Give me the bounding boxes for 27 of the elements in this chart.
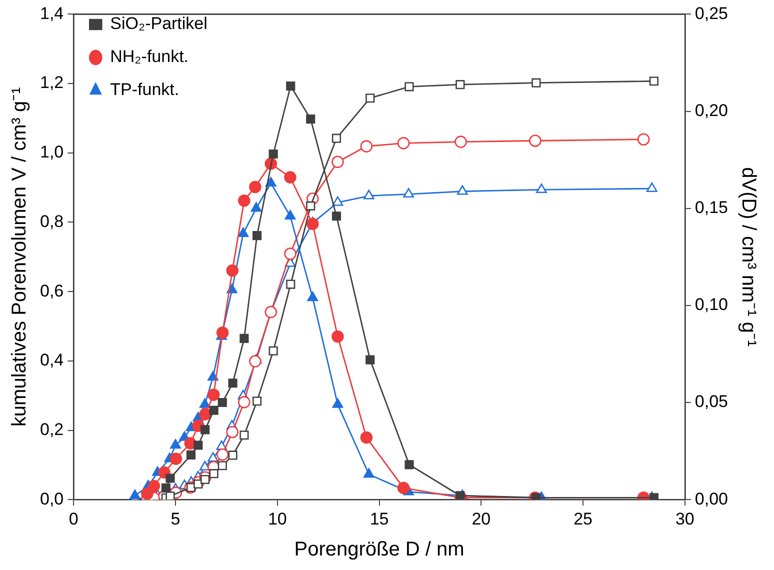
y-tick-label: 1,0 xyxy=(40,142,64,162)
x-tick-label: 0 xyxy=(68,509,78,528)
y2-tick-label: 0,00 xyxy=(694,489,728,508)
y-tick-label: 0,2 xyxy=(40,420,64,439)
legend-label: NH₂-funkt. xyxy=(110,47,189,66)
x-axis-title: Porengröße D / nm xyxy=(294,538,464,561)
x-tick-label: 30 xyxy=(675,509,694,528)
x-tick-label: 20 xyxy=(472,509,491,528)
x-tick-label: 25 xyxy=(574,509,592,528)
y2-tick-label: 0,20 xyxy=(694,100,728,120)
x-tick-label: 15 xyxy=(370,509,389,528)
y2-tick-label: 0,10 xyxy=(694,295,728,314)
y2-axis-title: dV(D) / cm³ nm⁻¹ g⁻¹ xyxy=(737,167,760,348)
y-tick-label: 0,6 xyxy=(40,281,64,300)
x-tick-label: 5 xyxy=(170,509,180,528)
y2-tick-label: 0,15 xyxy=(694,198,728,218)
legend-label: SiO₂-Partikel xyxy=(110,14,208,34)
y-tick-label: 1,4 xyxy=(40,4,64,23)
y2-tick-label: 0,05 xyxy=(694,392,728,412)
y2-tick-label: 0,25 xyxy=(694,4,728,23)
y-tick-label: 0,4 xyxy=(40,350,64,370)
y-tick-label: 1,2 xyxy=(40,73,64,92)
y-axis-title: kumulatives Porenvolumen V / cm³ g⁻¹ xyxy=(8,86,31,427)
legend-label: TP-funkt. xyxy=(110,80,180,100)
y-tick-label: 0,0 xyxy=(40,489,64,508)
x-tick-label: 10 xyxy=(268,509,287,528)
y-tick-label: 0,8 xyxy=(40,212,64,231)
